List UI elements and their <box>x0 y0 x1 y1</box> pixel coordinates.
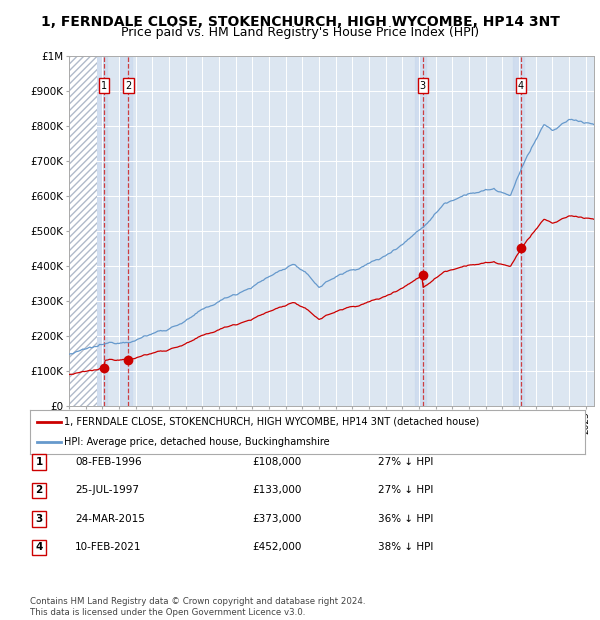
Bar <box>69 56 97 406</box>
Text: £373,000: £373,000 <box>252 514 301 524</box>
Text: 4: 4 <box>518 81 524 91</box>
Text: £108,000: £108,000 <box>252 457 301 467</box>
Text: 1, FERNDALE CLOSE, STOKENCHURCH, HIGH WYCOMBE, HP14 3NT: 1, FERNDALE CLOSE, STOKENCHURCH, HIGH WY… <box>41 15 559 29</box>
Text: £452,000: £452,000 <box>252 542 301 552</box>
Text: This data is licensed under the Open Government Licence v3.0.: This data is licensed under the Open Gov… <box>30 608 305 617</box>
Text: £133,000: £133,000 <box>252 485 301 495</box>
Text: Contains HM Land Registry data © Crown copyright and database right 2024.: Contains HM Land Registry data © Crown c… <box>30 597 365 606</box>
Text: 2: 2 <box>35 485 43 495</box>
Text: 25-JUL-1997: 25-JUL-1997 <box>75 485 139 495</box>
Text: 2: 2 <box>125 81 131 91</box>
Bar <box>415 56 426 406</box>
Text: HPI: Average price, detached house, Buckinghamshire: HPI: Average price, detached house, Buck… <box>64 437 330 448</box>
Text: 24-MAR-2015: 24-MAR-2015 <box>75 514 145 524</box>
Bar <box>95 56 107 406</box>
Text: 1: 1 <box>35 457 43 467</box>
Text: 10-FEB-2021: 10-FEB-2021 <box>75 542 142 552</box>
Text: 3: 3 <box>420 81 426 91</box>
Text: 1: 1 <box>101 81 107 91</box>
Text: 36% ↓ HPI: 36% ↓ HPI <box>378 514 433 524</box>
Text: 08-FEB-1996: 08-FEB-1996 <box>75 457 142 467</box>
Text: 1, FERNDALE CLOSE, STOKENCHURCH, HIGH WYCOMBE, HP14 3NT (detached house): 1, FERNDALE CLOSE, STOKENCHURCH, HIGH WY… <box>64 417 479 427</box>
Text: 27% ↓ HPI: 27% ↓ HPI <box>378 485 433 495</box>
Text: Price paid vs. HM Land Registry's House Price Index (HPI): Price paid vs. HM Land Registry's House … <box>121 26 479 38</box>
Bar <box>120 56 131 406</box>
Text: 3: 3 <box>35 514 43 524</box>
Bar <box>512 56 524 406</box>
Text: 4: 4 <box>35 542 43 552</box>
Text: 27% ↓ HPI: 27% ↓ HPI <box>378 457 433 467</box>
Text: 38% ↓ HPI: 38% ↓ HPI <box>378 542 433 552</box>
